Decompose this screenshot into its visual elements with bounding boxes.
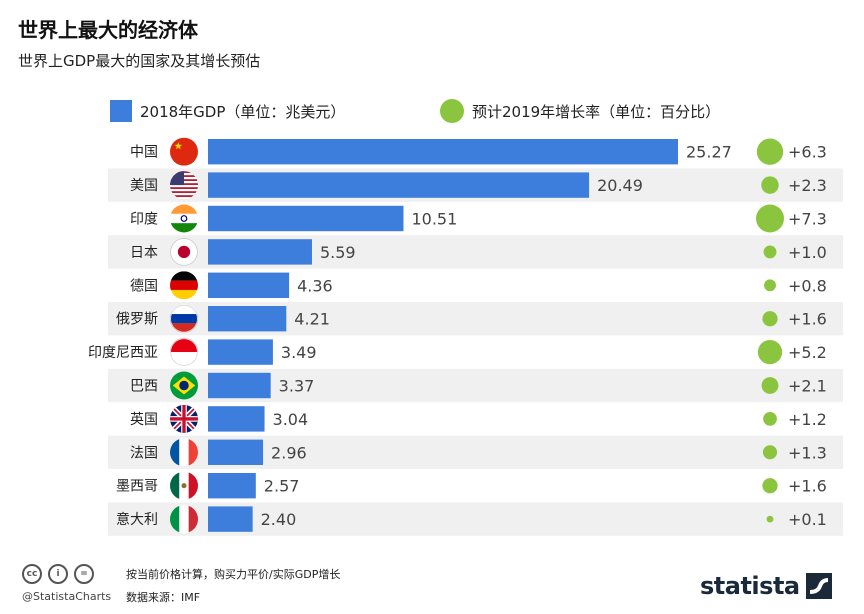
category-label: 印度 — [130, 212, 158, 228]
growth-value-label: +6.3 — [788, 143, 827, 162]
gdp-value-label: 3.04 — [273, 410, 309, 429]
de-flag-icon — [170, 271, 198, 300]
category-label: 俄罗斯 — [116, 312, 158, 328]
growth-value-label: +1.6 — [788, 477, 827, 496]
category-label: 意大利 — [116, 511, 158, 528]
gb-flag-icon — [170, 404, 198, 433]
fr-flag-icon — [170, 438, 198, 467]
growth-dot — [762, 445, 778, 460]
growth-value-label: +7.3 — [788, 210, 827, 229]
category-label: 英国 — [130, 411, 158, 428]
category-label: 中国 — [130, 145, 158, 161]
gdp-value-label: 3.37 — [279, 377, 315, 396]
growth-value-label: +2.3 — [788, 176, 827, 195]
ru-flag-icon — [170, 304, 198, 333]
statista-logo-icon — [805, 573, 832, 599]
legend-growth: 预计2019年增长率（单位：百分比） — [440, 96, 720, 126]
legend-gdp-label: 2018年GDP（单位：兆美元） — [140, 102, 346, 121]
statista-wordmark: statista — [700, 572, 800, 600]
cn-flag-icon — [170, 137, 198, 166]
mx-flag-icon — [170, 471, 198, 500]
gdp-value-label: 5.59 — [320, 243, 356, 262]
growth-value-label: +1.6 — [788, 310, 827, 329]
growth-dot — [762, 478, 778, 494]
gdp-value-label: 2.57 — [264, 477, 300, 496]
gdp-value-label: 4.36 — [297, 276, 333, 295]
category-label: 美国 — [130, 178, 158, 194]
gdp-bar — [208, 506, 253, 532]
growth-dot — [761, 176, 779, 194]
gdp-bar-chart: 中国 25.27 +6.3 美国 20.49 +2.3 印度 10.51 +7.3 日本 5.59 +… — [88, 137, 843, 536]
by-icon: i — [48, 564, 68, 584]
growth-value-label: +0.1 — [788, 510, 827, 529]
gdp-bar — [208, 172, 590, 198]
gdp-bar — [208, 372, 271, 399]
growth-dot — [756, 204, 784, 233]
gdp-bar — [208, 205, 404, 232]
gdp-bar — [208, 439, 264, 465]
gdp-bar — [208, 139, 678, 165]
gdp-value-label: 20.49 — [597, 176, 643, 195]
gdp-value-label: 2.40 — [261, 510, 297, 529]
chart-title: 世界上最大的经济体 — [18, 18, 198, 42]
category-label: 墨西哥 — [116, 479, 158, 495]
legend-growth-label: 预计2019年增长率（单位：百分比） — [472, 102, 721, 121]
category-label: 德国 — [130, 278, 158, 294]
growth-value-label: +1.2 — [788, 410, 827, 429]
id-flag-icon — [170, 338, 198, 367]
growth-dot — [766, 515, 774, 523]
nd-icon: = — [74, 564, 94, 584]
chart-subtitle: 世界上GDP最大的国家及其增长预估 — [18, 52, 261, 70]
growth-dot — [763, 245, 777, 259]
gdp-bar — [208, 473, 256, 499]
gdp-value-label: 10.51 — [411, 210, 457, 229]
twitter-handle: @StatistaCharts — [22, 590, 112, 603]
in-flag-icon — [170, 204, 198, 233]
growth-value-label: +1.3 — [788, 443, 827, 462]
growth-dot — [757, 339, 783, 365]
footnote: 按当前价格计算，购买力平价/实际GDP增长 — [126, 568, 341, 581]
legend-growth-swatch — [440, 99, 464, 123]
category-label: 印度尼西亚 — [88, 345, 158, 361]
gdp-bar — [208, 272, 290, 298]
gdp-bar — [208, 339, 273, 365]
gdp-bar — [208, 306, 287, 332]
us-flag-icon — [170, 171, 198, 200]
legend-gdp: 2018年GDP（单位：兆美元） — [110, 96, 345, 126]
growth-dot — [756, 138, 784, 165]
statista-logo[interactable]: statista — [700, 572, 832, 600]
growth-dot — [761, 377, 779, 394]
growth-dot — [764, 279, 776, 292]
category-label: 巴西 — [130, 379, 158, 395]
gdp-value-label: 3.49 — [281, 343, 317, 362]
gdp-bar — [208, 406, 265, 432]
license-icons: cc i = — [22, 564, 94, 584]
category-label: 法国 — [130, 445, 158, 461]
legend-gdp-swatch — [110, 100, 132, 122]
growth-value-label: +0.8 — [788, 276, 827, 295]
growth-dot — [763, 412, 777, 426]
gdp-value-label: 25.27 — [686, 143, 732, 162]
source-note: 数据来源：IMF — [126, 591, 201, 604]
gdp-value-label: 2.96 — [271, 443, 307, 462]
growth-dot — [762, 311, 778, 327]
growth-value-label: +5.2 — [788, 343, 827, 362]
it-flag-icon — [170, 505, 198, 534]
cc-icon: cc — [22, 564, 42, 584]
gdp-value-label: 4.21 — [294, 310, 330, 329]
gdp-bar — [208, 239, 312, 265]
growth-value-label: +1.0 — [788, 243, 827, 262]
growth-value-label: +2.1 — [788, 377, 827, 396]
category-label: 日本 — [130, 245, 158, 261]
jp-flag-icon — [170, 237, 198, 266]
br-flag-icon — [170, 371, 198, 400]
